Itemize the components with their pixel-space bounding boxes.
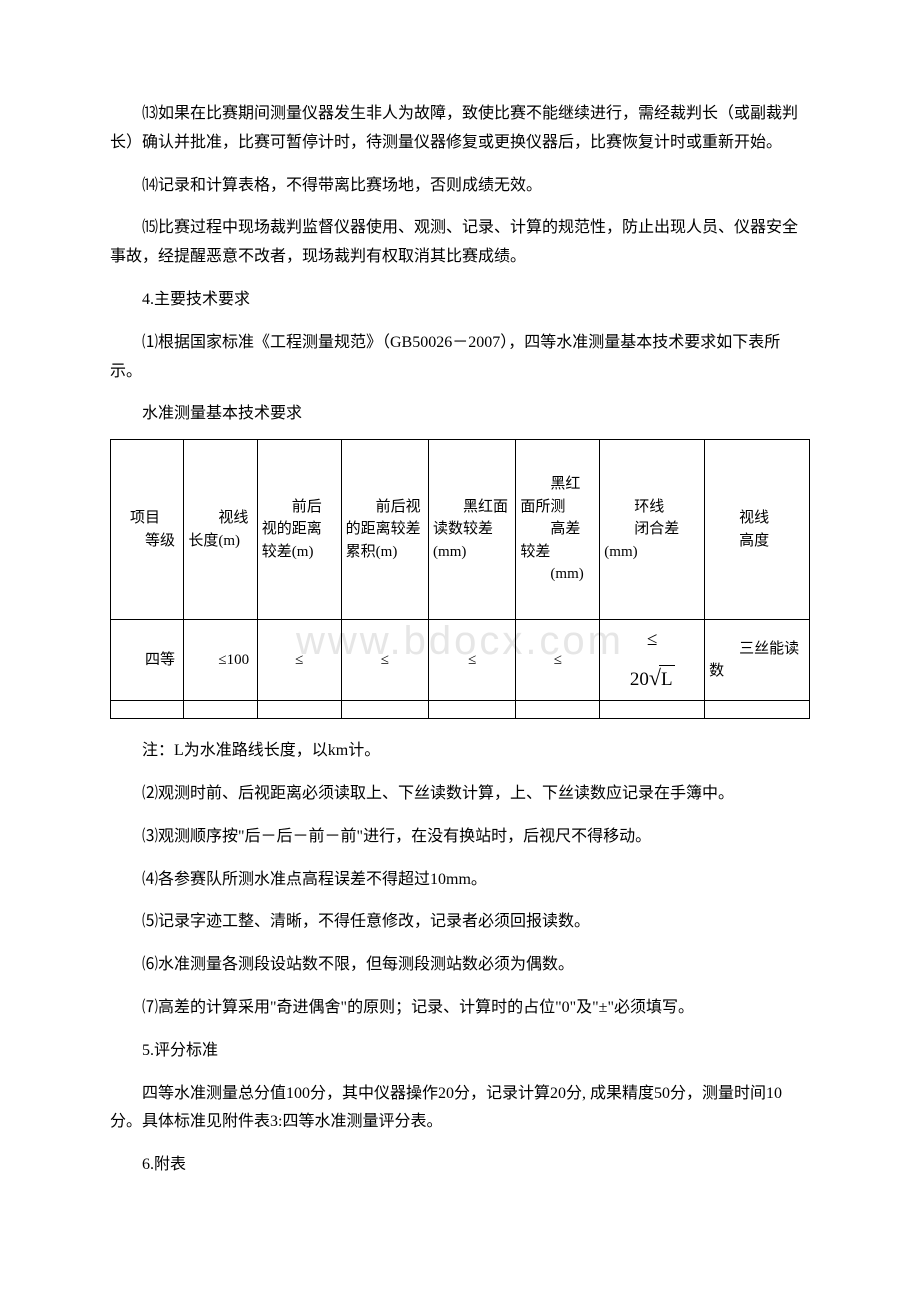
paragraph-4-6: ⑹水准测量各测段设站数不限，但每测段测站数必须为偶数。 xyxy=(110,951,810,980)
table-caption: 水准测量基本技术要求 xyxy=(110,400,810,429)
formula-coefficient: 20 xyxy=(630,669,649,690)
th-black-red-height: 黑红面所测 高差较差 (mm) xyxy=(516,440,600,620)
th-black-red-reading: 黑红面读数较差(mm) xyxy=(429,440,516,620)
td-sight-length: ≤100 xyxy=(184,620,257,701)
paragraph-4-3: ⑶观测顺序按"后－后－前－前"进行，在没有换站时，后视尺不得移动。 xyxy=(110,823,810,852)
th-sight-height: 视线 高度 xyxy=(705,440,810,620)
formula-sqrt-arg: L xyxy=(659,665,675,695)
table-empty-row xyxy=(111,701,810,719)
paragraph-4-4: ⑷各参赛队所测水准点高程误差不得超过10mm。 xyxy=(110,866,810,895)
td-distance-diff: ≤ xyxy=(257,620,341,701)
table-header-row: 项目 等级 视线长度(m) 前后视的距离较差(m) 前后视的距离较差累积(m) … xyxy=(111,440,810,620)
th-project-level: 项目 等级 xyxy=(111,440,184,620)
section-4-title: 4.主要技术要求 xyxy=(110,286,810,315)
paragraph-15: ⒂比赛过程中现场裁判监督仪器使用、观测、记录、计算的规范性，防止出现人员、仪器安… xyxy=(110,214,810,272)
td-black-red-reading: ≤ xyxy=(429,620,516,701)
section-5-title: 5.评分标准 xyxy=(110,1037,810,1066)
section-6-title: 6.附表 xyxy=(110,1151,810,1180)
document-content: ⒀如果在比赛期间测量仪器发生非人为故障，致使比赛不能继续进行，需经裁判长（或副裁… xyxy=(110,100,810,1180)
formula-prefix: ≤ xyxy=(647,629,657,650)
td-loop-closure: ≤ 20√L xyxy=(600,620,705,701)
paragraph-13: ⒀如果在比赛期间测量仪器发生非人为故障，致使比赛不能继续进行，需经裁判长（或副裁… xyxy=(110,100,810,158)
td-black-red-height: ≤ xyxy=(516,620,600,701)
paragraph-5-1: 四等水准测量总分值100分，其中仪器操作20分，记录计算20分, 成果精度50分… xyxy=(110,1080,810,1138)
table-note: 注：L为水准路线长度，以km计。 xyxy=(110,737,810,766)
td-sight-height: 三丝能读数 xyxy=(705,620,810,701)
td-distance-diff-cum: ≤ xyxy=(341,620,428,701)
th-distance-diff: 前后视的距离较差(m) xyxy=(257,440,341,620)
th-loop-closure: 环线 闭合差(mm) xyxy=(600,440,705,620)
th-distance-diff-cum: 前后视的距离较差累积(m) xyxy=(341,440,428,620)
paragraph-14: ⒁记录和计算表格，不得带离比赛场地，否则成绩无效。 xyxy=(110,172,810,201)
table-data-row: 四等 ≤100 ≤ ≤ ≤ ≤ ≤ 20√L 三丝能读数 xyxy=(111,620,810,701)
th-sight-length: 视线长度(m) xyxy=(184,440,257,620)
paragraph-4-5: ⑸记录字迹工整、清晰，不得任意修改，记录者必须回报读数。 xyxy=(110,908,810,937)
requirements-table: 项目 等级 视线长度(m) 前后视的距离较差(m) 前后视的距离较差累积(m) … xyxy=(110,439,810,719)
paragraph-4-1: ⑴根据国家标准《工程测量规范》（GB50026－2007），四等水准测量基本技术… xyxy=(110,329,810,387)
paragraph-4-7: ⑺高差的计算采用"奇进偶舍"的原则；记录、计算时的占位"0"及"±"必须填写。 xyxy=(110,994,810,1023)
paragraph-4-2: ⑵观测时前、后视距离必须读取上、下丝读数计算，上、下丝读数应记录在手簿中。 xyxy=(110,780,810,809)
td-level: 四等 xyxy=(111,620,184,701)
